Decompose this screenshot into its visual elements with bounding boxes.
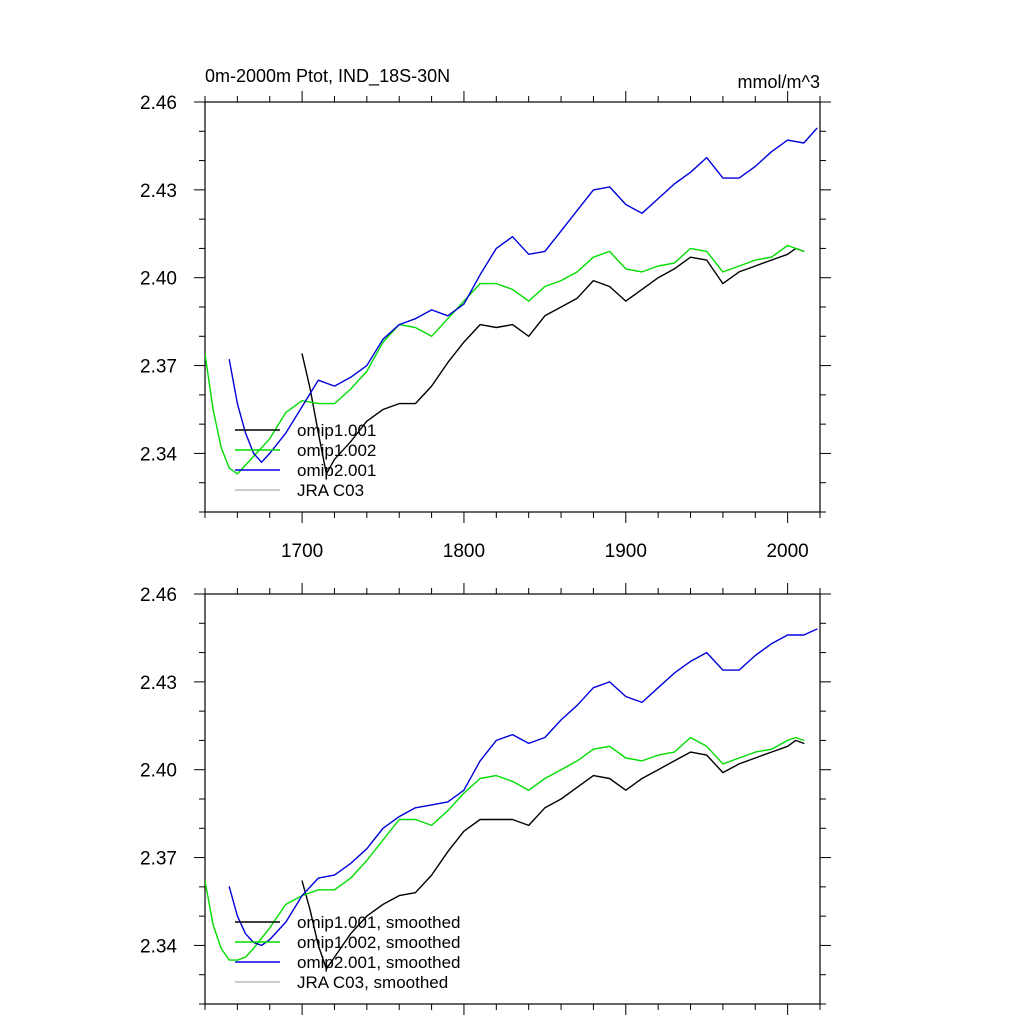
x-tick-label: 1800 bbox=[443, 541, 485, 562]
legend-label: omip1.001 bbox=[297, 421, 376, 440]
series-line-omip2-001 bbox=[228, 127, 818, 463]
units-label: mmol/m^3 bbox=[738, 72, 820, 92]
series-line-omip1-002 bbox=[205, 244, 805, 475]
legend-label: omip1.002, smoothed bbox=[297, 933, 461, 952]
y-tick-label: 2.46 bbox=[140, 93, 177, 114]
y-tick-label: 2.43 bbox=[140, 673, 177, 694]
series-line-omip1-002-smoothed bbox=[205, 736, 805, 961]
y-tick-label: 2.46 bbox=[140, 585, 177, 606]
y-tick-label: 2.37 bbox=[140, 357, 177, 378]
x-tick-label: 1700 bbox=[281, 541, 323, 562]
x-tick-label: 2000 bbox=[766, 541, 808, 562]
y-tick-label: 2.43 bbox=[140, 181, 177, 202]
y-tick-label: 2.40 bbox=[140, 761, 177, 782]
legend-label: omip2.001 bbox=[297, 461, 376, 480]
y-tick-label: 2.37 bbox=[140, 849, 177, 870]
chart-panel-1: 0m-2000m Ptot, IND_18S-30N mmol/m^3 1700 18… bbox=[140, 66, 831, 562]
y-tick-label: 2.40 bbox=[140, 269, 177, 290]
y-tick-label: 2.34 bbox=[140, 444, 177, 465]
series-line-omip1-001-smoothed bbox=[301, 739, 805, 970]
series-line-omip1-001 bbox=[301, 247, 805, 475]
legend-label: JRA C03, smoothed bbox=[297, 973, 448, 992]
x-tick-label: 1900 bbox=[605, 541, 647, 562]
y-tick-label: 2.34 bbox=[140, 936, 177, 957]
legend-label: JRA C03 bbox=[297, 481, 364, 500]
series-line-omip2-001-smoothed bbox=[228, 628, 818, 947]
legend-label: omip2.001, smoothed bbox=[297, 953, 461, 972]
legend-label: omip1.001, smoothed bbox=[297, 913, 461, 932]
chart-title: 0m-2000m Ptot, IND_18S-30N bbox=[205, 66, 450, 87]
series-group bbox=[205, 628, 818, 970]
series-group bbox=[205, 127, 818, 475]
legend-label: omip1.002 bbox=[297, 441, 376, 460]
